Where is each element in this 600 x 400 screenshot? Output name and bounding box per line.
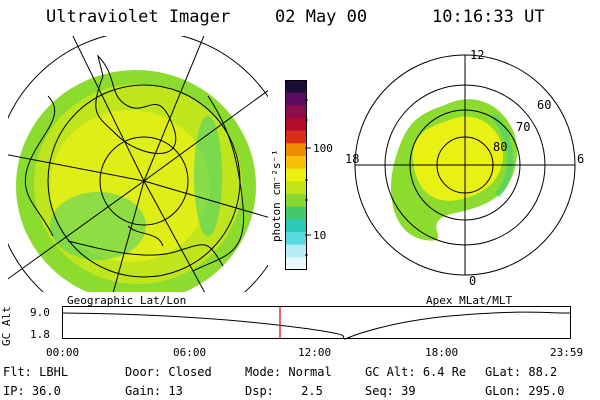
colorbar-unit-label: photon cm⁻²s⁻¹: [270, 149, 283, 242]
colorbar-segment: [285, 105, 307, 119]
polar-aurora-core: [412, 116, 504, 201]
coastline: [24, 95, 56, 237]
colorbar-segment: [285, 244, 307, 258]
polar-map-label: Apex MLat/MLT: [426, 294, 513, 307]
altitude-curve: [61, 311, 572, 340]
coastline: [95, 54, 177, 154]
dsp-info: Dsp: 2.5: [245, 384, 323, 398]
filter-value: LBHL: [39, 365, 69, 379]
instrument-title: Ultraviolet Imager: [46, 7, 231, 27]
gc-alt-info: GC Alt: 6.4 Re: [365, 365, 467, 379]
geo-map-label: Geographic Lat/Lon: [67, 294, 187, 307]
colorbar-segment: [285, 194, 307, 208]
meridian-line: [143, 36, 205, 182]
date-label: 02 May 00: [275, 7, 368, 27]
colorbar-tick-100: 100: [313, 142, 333, 155]
colorbar-segment: [285, 118, 307, 132]
glon-value: 295.0: [528, 384, 565, 398]
mlat-label-80: 80: [493, 140, 507, 154]
colorbar-segment: [285, 181, 307, 195]
polar-map: 12 18 6 0 60 70 80: [345, 48, 584, 288]
geographic-map: [8, 36, 268, 292]
meridian-line: [8, 154, 145, 182]
mlat-label-60: 60: [537, 98, 551, 112]
glon-info: GLon: 295.0: [485, 384, 565, 398]
x-tick-1800: 18:00: [425, 346, 459, 359]
altitude-y-high: 9.0: [30, 306, 50, 319]
colorbar-segment: [285, 80, 307, 94]
door-info: Door: Closed: [125, 365, 212, 379]
x-tick-2359: 23:59: [550, 346, 584, 359]
colorbar-segment: [285, 257, 307, 271]
latitude-circle: [99, 136, 189, 226]
door-value: Closed: [168, 365, 212, 379]
altitude-y-low: 1.8: [30, 328, 50, 341]
colorbar-segment: [285, 168, 307, 182]
seq-value: 39: [401, 384, 416, 398]
latitude-circle: [47, 84, 241, 278]
geo-aurora-band: [194, 116, 222, 236]
ip-info: IP: 36.0: [3, 384, 61, 398]
coastline: [67, 240, 224, 267]
colorbar-segment: [285, 130, 307, 144]
meridian-line: [8, 180, 145, 280]
mlat-label-70: 70: [516, 120, 530, 134]
time-label: 10:16:33 UT: [432, 7, 545, 27]
colorbar-ticks: [305, 99, 311, 256]
meridian-line: [112, 180, 145, 292]
altitude-axis-title: GC Alt: [0, 306, 13, 346]
colorbar-segment: [285, 206, 307, 220]
meridian-line: [143, 89, 268, 182]
x-tick-0000: 00:00: [46, 346, 80, 359]
mlt-label-18: 18: [345, 152, 359, 166]
dsp-value: 2.5: [301, 384, 323, 398]
meridian-line: [143, 180, 206, 292]
glat-value: 88.2: [528, 365, 558, 379]
mlt-label-6: 6: [577, 152, 584, 166]
gain-value: 13: [168, 384, 183, 398]
colorbar-segment: [285, 156, 307, 170]
colorbar-segment: [285, 232, 307, 246]
glat-info: GLat: 88.2: [485, 365, 558, 379]
polar-aurora-band: [490, 112, 513, 198]
mode-value: Normal: [288, 365, 332, 379]
colorbar-border: [285, 80, 307, 270]
colorbar: [285, 80, 307, 271]
ip-value: 36.0: [31, 384, 61, 398]
mode-info: Mode: Normal: [245, 365, 332, 379]
gc-alt-value: 6.4 Re: [422, 365, 467, 379]
x-tick-1200: 12:00: [298, 346, 332, 359]
mlt-label-0: 0: [469, 274, 476, 288]
colorbar-segment: [285, 143, 307, 157]
colorbar-segment: [285, 219, 307, 233]
colorbar-tick-10: 10: [313, 229, 327, 242]
seq-info: Seq: 39: [365, 384, 416, 398]
altitude-plot: [61, 306, 572, 340]
meridian-line: [72, 36, 145, 182]
coastline: [192, 95, 245, 272]
meridian-line: [143, 180, 268, 218]
gain-info: Gain: 13: [125, 384, 183, 398]
mlt-label-12: 12: [470, 48, 484, 62]
colorbar-segment: [285, 92, 307, 106]
filter-info: Flt: LBHL: [3, 365, 69, 379]
x-tick-0600: 06:00: [173, 346, 207, 359]
